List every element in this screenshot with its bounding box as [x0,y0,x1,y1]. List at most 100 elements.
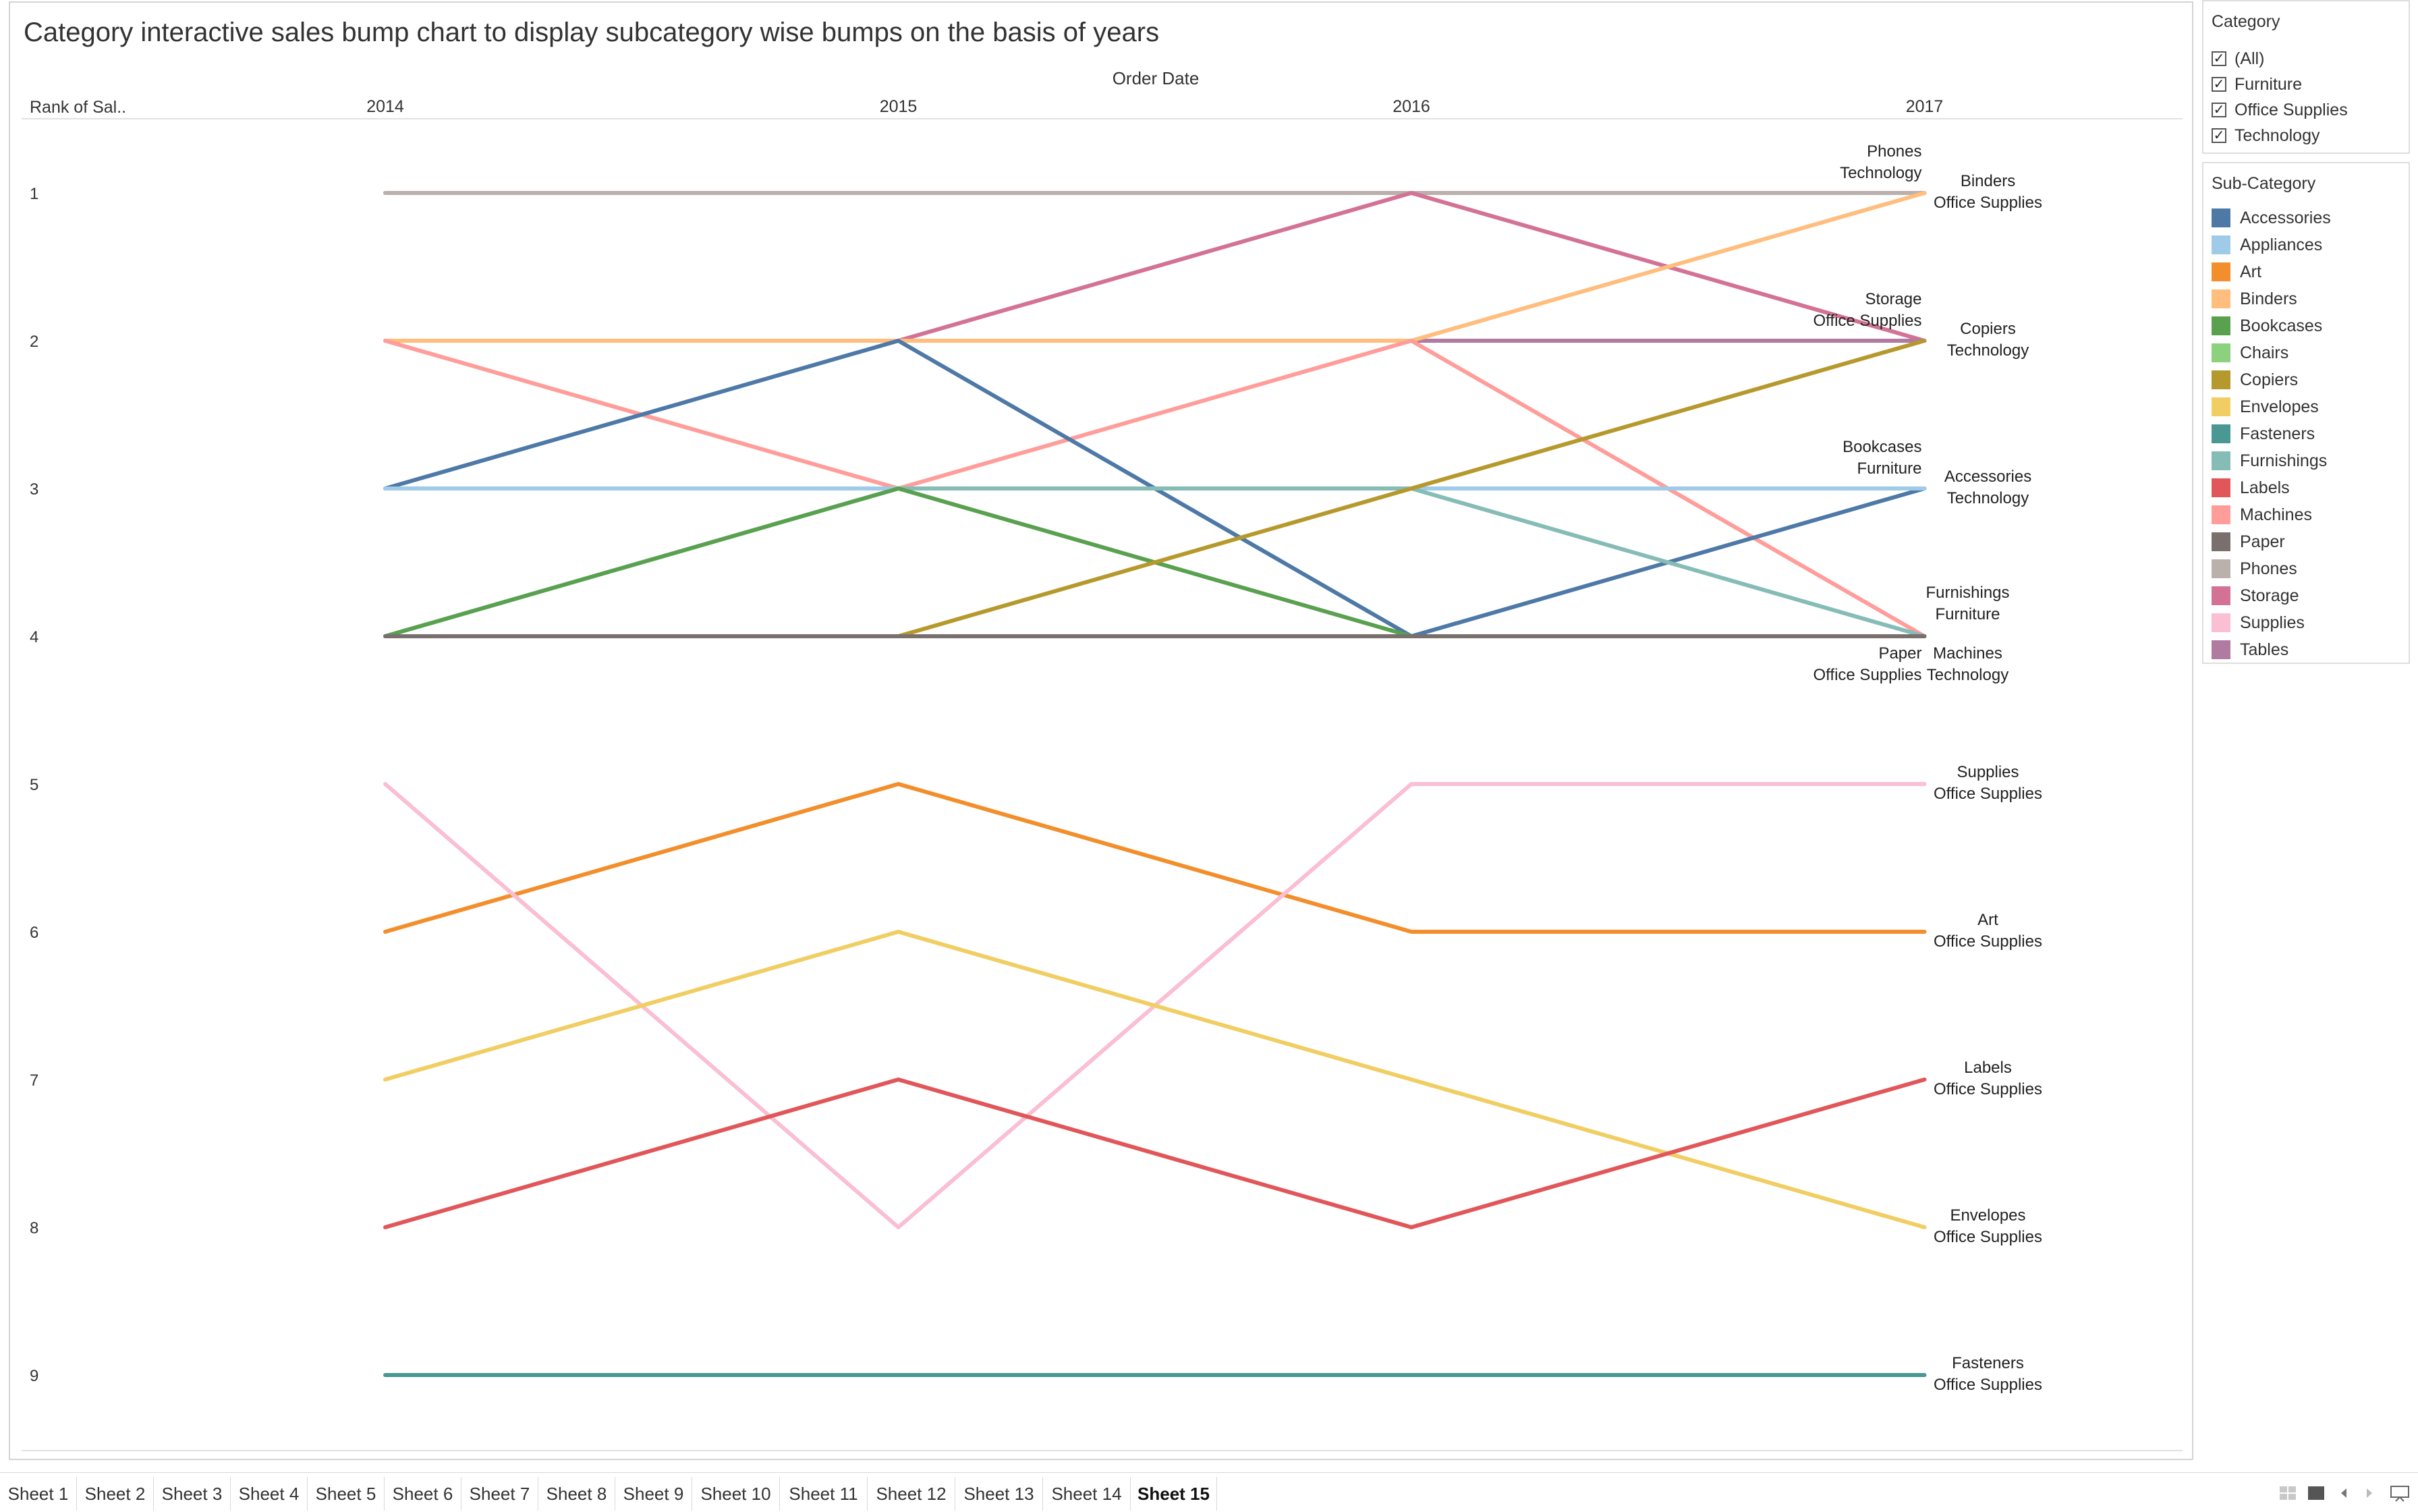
category-option-label: Technology [2234,125,2320,145]
legend-item[interactable]: Paper [2212,530,2285,553]
legend-item[interactable]: Copiers [2212,368,2298,391]
filmstrip-view-icon[interactable] [2307,1484,2325,1502]
series-lines[interactable] [383,191,1927,1377]
legend-swatch [2212,397,2230,416]
y-tick-labels: 1 2 3 4 5 6 7 8 9 [30,185,38,1385]
y-tick-label: 2 [30,333,38,351]
end-label-labels: Labels Office Supplies [1934,1059,2042,1098]
legend-item[interactable]: Supplies [2212,611,2305,634]
grid-view-icon[interactable] [2279,1484,2297,1502]
row-axis-header: Rank of Sal.. [30,98,126,117]
category-option[interactable]: ✓ Furniture [2212,73,2302,96]
end-label-machines: Machines Technology [1927,644,2008,684]
series-line-storage[interactable] [383,191,1927,343]
y-tick-label: 4 [30,628,38,646]
sheet-tab[interactable]: Sheet 3 [154,1477,231,1511]
sheet-tab[interactable]: Sheet 15 [1131,1477,1217,1511]
chart-title: Category interactive sales bump chart to… [24,18,1160,47]
legend-swatch [2212,640,2230,659]
legend-swatch [2212,235,2230,254]
sheet-tab[interactable]: Sheet 13 [955,1477,1043,1511]
end-label-supplies: Supplies Office Supplies [1934,763,2042,803]
legend-swatch [2212,478,2230,497]
sheet-tab[interactable]: Sheet 1 [0,1477,77,1511]
legend-label: Supplies [2240,613,2305,632]
legend-item[interactable]: Art [2212,260,2261,283]
legend-label: Tables [2240,640,2289,659]
series-line-art[interactable] [383,782,1927,934]
legend-item[interactable]: Binders [2212,287,2297,310]
legend-label: Art [2240,262,2261,281]
legend-label: Envelopes [2240,397,2319,416]
end-label-fasteners: Fasteners Office Supplies [1934,1354,2042,1394]
legend-item[interactable]: Bookcases [2212,314,2322,337]
prev-sheet-icon[interactable] [2338,1484,2349,1502]
legend-swatch [2212,505,2230,524]
legend-swatch [2212,289,2230,308]
presentation-mode-icon[interactable] [2390,1484,2410,1502]
legend-label: Storage [2240,586,2299,605]
category-filter: Category ✓ (All) ✓ Furniture ✓ Office Supplie… [2202,0,2410,154]
legend-item[interactable]: Fasteners [2212,422,2315,445]
legend-swatch [2212,613,2230,632]
end-label-binders: Binders Office Supplies [1934,172,2042,212]
legend-label: Bookcases [2240,316,2323,335]
legend-swatch [2212,586,2230,605]
legend-swatch [2212,532,2230,551]
next-sheet-icon[interactable] [2364,1484,2375,1502]
legend-label: Binders [2240,289,2297,308]
legend-label: Fasteners [2240,424,2315,443]
sheet-tab[interactable]: Sheet 14 [1043,1477,1131,1511]
legend-item[interactable]: Accessories [2212,206,2331,229]
series-line-binders[interactable] [383,191,1927,343]
x-tick-label: 2014 [366,97,404,116]
sheet-tab[interactable]: Sheet 5 [308,1477,385,1511]
legend-item[interactable]: Envelopes [2212,395,2319,418]
category-option[interactable]: ✓ Technology [2212,124,2319,147]
end-label-phones: Phones Technology [1840,142,1921,182]
subcategory-legend: Sub-Category Accessories Appliances Art Bin… [2202,162,2410,664]
legend-item[interactable]: Machines [2212,503,2312,526]
x-tick-label: 2016 [1393,97,1430,116]
chart-grid [22,118,2183,1451]
sheet-tab[interactable]: Sheet 7 [461,1477,538,1511]
side-panel: Category ✓ (All) ✓ Furniture ✓ Office Supplie… [2202,0,2411,1464]
legend-item[interactable]: Furnishings [2212,449,2327,472]
y-tick-label: 7 [30,1071,38,1090]
legend-item[interactable]: Storage [2212,584,2299,607]
series-line-labels[interactable] [383,1077,1927,1229]
category-option[interactable]: ✓ (All) [2212,47,2264,70]
sheet-tab[interactable]: Sheet 11 [780,1477,868,1511]
legend-item[interactable]: Chairs [2212,341,2288,364]
legend-label: Machines [2240,505,2312,524]
legend-item[interactable]: Appliances [2212,233,2322,256]
checkbox-icon[interactable]: ✓ [2212,103,2226,117]
sheet-tab[interactable]: Sheet 4 [231,1477,308,1511]
legend-item[interactable]: Tables [2212,638,2288,661]
sheet-tab[interactable]: Sheet 2 [77,1477,154,1511]
sheet-tab[interactable]: Sheet 9 [615,1477,692,1511]
end-label-paper: Paper Office Supplies [1814,644,1922,684]
sheet-tab[interactable]: Sheet 12 [868,1477,955,1511]
legend-label: Appliances [2240,235,2323,254]
sheet-tab[interactable]: Sheet 6 [385,1477,461,1511]
series-line-envelopes[interactable] [383,930,1927,1229]
category-option-label: Furniture [2234,74,2303,94]
end-label-bookcases: Bookcases Furniture [1843,438,1921,478]
sheet-tab[interactable]: Sheet 10 [692,1477,780,1511]
legend-swatch [2212,208,2230,227]
legend-item[interactable]: Phones [2212,557,2297,580]
legend-item[interactable]: Labels [2212,476,2290,499]
checkbox-icon[interactable]: ✓ [2212,128,2226,143]
legend-swatch [2212,424,2230,443]
legend-swatch [2212,451,2230,470]
category-option[interactable]: ✓ Office Supplies [2212,99,2348,121]
x-tick-labels: 2014 2015 2016 2017 [366,97,1943,116]
x-tick-label: 2017 [1906,97,1944,116]
checkbox-icon[interactable]: ✓ [2212,77,2226,92]
legend-label: Labels [2240,478,2290,497]
checkbox-icon[interactable]: ✓ [2212,51,2226,66]
category-option-label: Office Supplies [2234,100,2348,119]
end-label-art: Art Office Supplies [1934,911,2042,951]
sheet-tab[interactable]: Sheet 8 [538,1477,615,1511]
